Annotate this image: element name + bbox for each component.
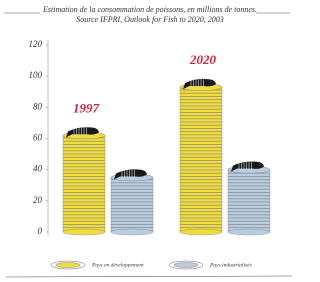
y-tick-label: 120 [29,39,43,49]
chart: Estimation de la consommation de poisson… [0,0,297,282]
y-tick-label: 100 [29,70,43,80]
legend-swatch [56,263,80,268]
plate-bottom [180,229,222,235]
group-label: 2020 [189,52,217,67]
group-label: 1997 [73,100,100,115]
plate-bottom [63,229,105,235]
bar [63,135,105,232]
y-tick-label: 0 [38,226,43,236]
plate-bottom [111,229,153,235]
y-tick-label: 60 [33,133,43,143]
frame-bottom [6,276,292,277]
y-tick-label: 20 [33,195,43,205]
y-tick-label: 40 [33,164,43,174]
chart-subtitle: Source IFPRI, Outlook for Fish to 2020, … [76,15,223,24]
legend-label: Pays en développement [91,262,144,268]
chart-title: Estimation de la consommation de poisson… [42,5,257,14]
bar [111,177,153,232]
legend-swatch [174,263,198,268]
plate-bottom [228,229,270,235]
bar [228,170,270,232]
y-tick-label: 80 [33,101,43,111]
bar [180,87,222,232]
legend-label: Pays industrialisés [209,262,252,268]
